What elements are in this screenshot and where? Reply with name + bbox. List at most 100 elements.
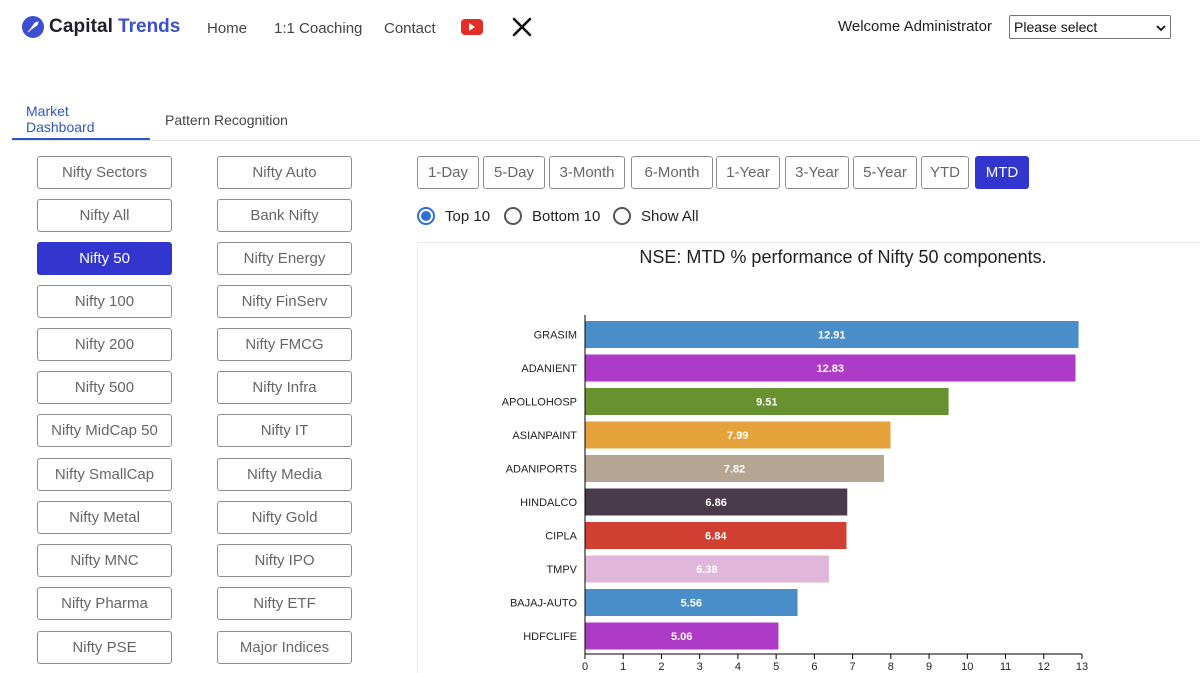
chart-value-label: 5.06	[671, 631, 692, 643]
index-button-nifty-finserv[interactable]: Nifty FinServ	[217, 285, 352, 318]
chart-value-label: 5.56	[681, 598, 702, 610]
chart-category-label: GRASIM	[534, 330, 577, 342]
chart-category-label: HINDALCO	[520, 497, 577, 509]
chart-x-tick-label: 7	[850, 661, 856, 673]
index-button-nifty-it[interactable]: Nifty IT	[217, 414, 352, 447]
chart-x-tick-label: 4	[735, 661, 741, 673]
period-button-5-day[interactable]: 5-Day	[483, 156, 545, 189]
account-select[interactable]: Please select	[1009, 15, 1171, 39]
period-button-3-year[interactable]: 3-Year	[785, 156, 849, 189]
tab-pattern-recognition[interactable]: Pattern Recognition	[165, 112, 288, 128]
radio-show-all[interactable]: Show All	[613, 207, 699, 225]
chart-x-tick-label: 0	[582, 661, 588, 673]
period-button-3-month[interactable]: 3-Month	[549, 156, 625, 189]
chart-value-label: 9.51	[756, 397, 777, 409]
chart-value-label: 12.91	[818, 330, 846, 342]
bar-chart: GRASIM 12.91 ADANIENT 12.83 APOLLOHOSP 9.51 AS…	[502, 315, 1088, 673]
radio-circle-icon[interactable]	[504, 207, 522, 225]
index-button-nifty-auto[interactable]: Nifty Auto	[217, 156, 352, 189]
x-twitter-icon[interactable]	[511, 16, 533, 38]
account-select-value: Please select	[1014, 19, 1098, 35]
index-button-nifty-pharma[interactable]: Nifty Pharma	[37, 587, 172, 620]
chart-x-tick-label: 3	[697, 661, 703, 673]
radio-top-10[interactable]: Top 10	[417, 207, 490, 225]
index-button-nifty-infra[interactable]: Nifty Infra	[217, 371, 352, 404]
tab-market-dashboard[interactable]: Market Dashboard	[12, 100, 150, 140]
chart-category-label: ADANIENT	[521, 363, 577, 375]
chart-x-tick-label: 11	[1000, 661, 1011, 673]
main-tabs: Market Dashboard Pattern Recognition	[12, 100, 1200, 141]
chart-bar	[585, 488, 848, 516]
chart-x-tick-label: 9	[926, 661, 932, 673]
index-button-nifty-mnc[interactable]: Nifty MNC	[37, 544, 172, 577]
welcome-text: Welcome Administrator	[838, 18, 992, 35]
index-button-nifty-sectors[interactable]: Nifty Sectors	[37, 156, 172, 189]
index-button-nifty-all[interactable]: Nifty All	[37, 199, 172, 232]
chart-value-label: 7.82	[724, 464, 745, 476]
index-button-major-indices[interactable]: Major Indices	[217, 631, 352, 664]
index-button-nifty-metal[interactable]: Nifty Metal	[37, 501, 172, 534]
chart-bar	[585, 589, 798, 616]
index-button-nifty-50[interactable]: Nifty 50	[37, 242, 172, 275]
index-button-nifty-media[interactable]: Nifty Media	[217, 458, 352, 491]
index-button-nifty-gold[interactable]: Nifty Gold	[217, 501, 352, 534]
chart-panel: NSE: MTD % performance of Nifty 50 compo…	[417, 242, 1200, 673]
index-button-nifty-smallcap[interactable]: Nifty SmallCap	[37, 458, 172, 491]
radio-label: Top 10	[445, 207, 491, 225]
chart-x-tick-label: 8	[888, 661, 894, 673]
chart-category-label: BAJAJ-AUTO	[510, 598, 577, 610]
period-button-1-day[interactable]: 1-Day	[417, 156, 479, 189]
period-button-1-year[interactable]: 1-Year	[716, 156, 780, 189]
brand[interactable]: Capital Trends	[22, 16, 180, 38]
chart-x-tick-label: 5	[773, 661, 779, 673]
index-button-nifty-pse[interactable]: Nifty PSE	[37, 631, 172, 664]
index-button-nifty-energy[interactable]: Nifty Energy	[217, 242, 352, 275]
chart-category-label: ASIANPAINT	[512, 430, 577, 442]
index-button-nifty-fmcg[interactable]: Nifty FMCG	[217, 328, 352, 361]
index-button-bank-nifty[interactable]: Bank Nifty	[217, 199, 352, 232]
radio-circle-icon[interactable]	[417, 207, 435, 225]
chart-value-label: 6.86	[705, 497, 726, 509]
nav-home-link[interactable]: Home	[207, 20, 248, 37]
radio-label: Bottom 10	[532, 207, 601, 225]
chart-x-tick-label: 6	[811, 661, 817, 673]
chart-bar	[585, 421, 891, 449]
chart-category-label: HDFCLIFE	[523, 631, 577, 643]
chart-x-tick-label: 12	[1038, 661, 1050, 673]
chevron-down-icon	[1156, 19, 1166, 35]
nav-coaching-link[interactable]: 1:1 Coaching	[274, 20, 363, 37]
chart-title: NSE: MTD % performance of Nifty 50 compo…	[639, 247, 1047, 267]
index-button-nifty-ipo[interactable]: Nifty IPO	[217, 544, 352, 577]
chart-bar	[585, 321, 1079, 348]
period-button-5-year[interactable]: 5-Year	[853, 156, 917, 189]
chart-bar	[585, 388, 949, 415]
nav-contact-link[interactable]: Contact	[384, 20, 436, 37]
index-button-nifty-500[interactable]: Nifty 500	[37, 371, 172, 404]
rocket-logo-icon	[22, 16, 44, 38]
chart-category-label: CIPLA	[545, 531, 577, 543]
brand-accent: Trends	[118, 16, 181, 37]
chart-bar	[585, 354, 1076, 382]
radio-dot-icon	[421, 211, 431, 221]
chart-category-label: APOLLOHOSP	[502, 397, 577, 409]
radio-circle-icon[interactable]	[613, 207, 631, 225]
chart-x-tick-label: 2	[658, 661, 664, 673]
chart-value-label: 6.84	[705, 531, 727, 543]
index-button-nifty-midcap-50[interactable]: Nifty MidCap 50	[37, 414, 172, 447]
chart-bar	[585, 455, 884, 482]
top-navigation: Capital Trends Home 1:1 Coaching Contact…	[0, 0, 1200, 56]
chart-value-label: 6.38	[696, 564, 717, 576]
period-button-ytd[interactable]: YTD	[921, 156, 969, 189]
chart-bar	[585, 622, 779, 650]
radio-bottom-10[interactable]: Bottom 10	[504, 207, 600, 225]
period-button-6-month[interactable]: 6-Month	[631, 156, 713, 189]
index-button-nifty-100[interactable]: Nifty 100	[37, 285, 172, 318]
index-button-nifty-etf[interactable]: Nifty ETF	[217, 587, 352, 620]
chart-category-label: TMPV	[546, 564, 577, 576]
period-button-mtd[interactable]: MTD	[975, 156, 1029, 189]
radio-label: Show All	[641, 207, 699, 225]
chart-bar	[585, 522, 847, 549]
youtube-icon[interactable]	[461, 19, 483, 35]
index-button-nifty-200[interactable]: Nifty 200	[37, 328, 172, 361]
chart-bar	[585, 555, 829, 583]
